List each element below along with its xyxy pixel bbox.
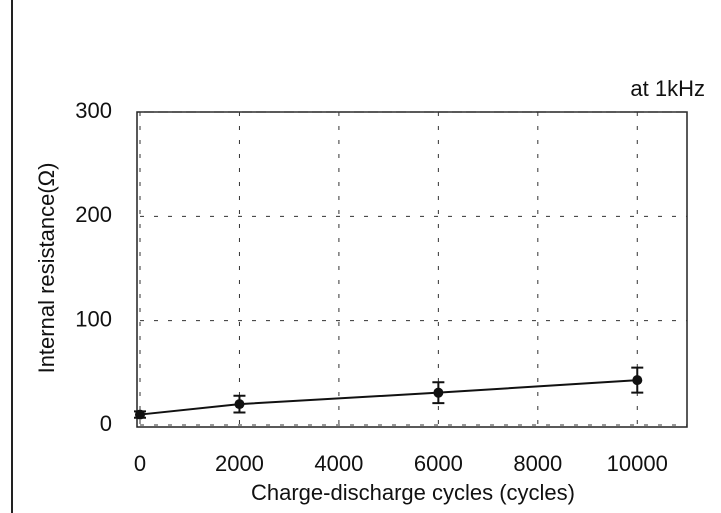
- plot-frame: [136, 111, 688, 428]
- y-tick-label: 100: [75, 306, 112, 331]
- y-tick-label: 0: [100, 411, 112, 436]
- y-tick-label: 200: [75, 202, 112, 227]
- y-axis-label: Internal resistance(Ω): [34, 163, 59, 374]
- y-tick-label: 300: [75, 98, 112, 123]
- x-tick-label: 10000: [607, 451, 668, 476]
- annotation: at 1kHz: [630, 76, 705, 101]
- data-point: [433, 387, 444, 398]
- data-line: [139, 379, 638, 416]
- x-tick-label: 6000: [414, 451, 463, 476]
- x-tick-label: 8000: [513, 451, 562, 476]
- data-point: [632, 375, 643, 386]
- x-tick-label: 2000: [215, 451, 264, 476]
- data-point: [135, 409, 145, 420]
- x-axis-label: Charge-discharge cycles (cycles): [251, 480, 575, 505]
- x-tick-label: 0: [134, 451, 146, 476]
- x-tick-label: 4000: [314, 451, 363, 476]
- data-point: [234, 399, 245, 410]
